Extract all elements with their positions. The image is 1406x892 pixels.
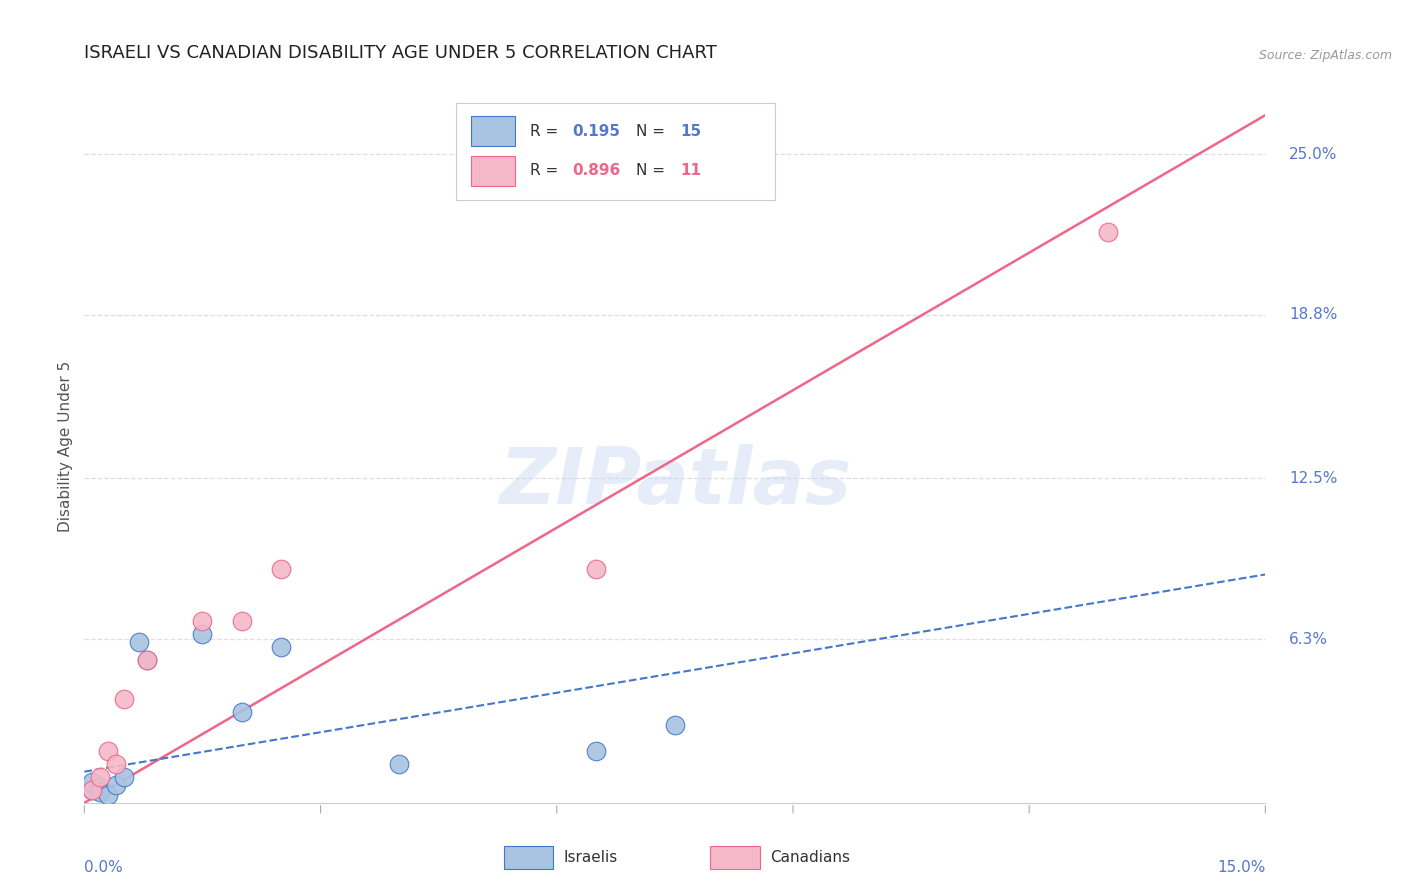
Text: Canadians: Canadians: [770, 850, 851, 865]
Point: [97, 744, 120, 758]
Point: [89, 785, 111, 799]
Point: [104, 778, 127, 792]
Point: [136, 653, 159, 667]
Point: [89, 770, 111, 784]
Text: N =: N =: [636, 124, 669, 139]
Point: [89, 780, 111, 795]
FancyBboxPatch shape: [457, 103, 775, 200]
Point: [97, 788, 120, 802]
Y-axis label: Disability Age Under 5: Disability Age Under 5: [58, 360, 73, 532]
Text: ISRAELI VS CANADIAN DISABILITY AGE UNDER 5 CORRELATION CHART: ISRAELI VS CANADIAN DISABILITY AGE UNDER…: [84, 45, 717, 62]
Point: [128, 635, 150, 649]
Text: 6.3%: 6.3%: [1289, 632, 1329, 647]
Point: [82, 775, 104, 789]
Text: R =: R =: [530, 163, 562, 178]
Point: [82, 782, 104, 797]
Point: [585, 562, 607, 576]
Text: 25.0%: 25.0%: [1289, 146, 1337, 161]
Text: 15: 15: [681, 124, 702, 139]
Point: [112, 692, 135, 706]
Point: [664, 718, 686, 732]
Point: [112, 770, 135, 784]
Point: [231, 705, 253, 719]
Text: ZIPatlas: ZIPatlas: [499, 443, 851, 520]
Point: [270, 562, 292, 576]
FancyBboxPatch shape: [503, 847, 553, 869]
Text: N =: N =: [636, 163, 669, 178]
Text: 12.5%: 12.5%: [1289, 471, 1337, 486]
Point: [191, 614, 214, 628]
Point: [1097, 225, 1119, 239]
Point: [136, 653, 159, 667]
Point: [270, 640, 292, 654]
Point: [82, 782, 104, 797]
FancyBboxPatch shape: [471, 116, 516, 146]
Text: Source: ZipAtlas.com: Source: ZipAtlas.com: [1258, 49, 1392, 62]
Point: [231, 614, 253, 628]
Point: [585, 744, 607, 758]
Point: [388, 756, 411, 771]
FancyBboxPatch shape: [710, 847, 759, 869]
Text: 0.0%: 0.0%: [84, 860, 124, 875]
Text: 11: 11: [681, 163, 702, 178]
Text: 18.8%: 18.8%: [1289, 308, 1337, 322]
Text: Israelis: Israelis: [564, 850, 619, 865]
Point: [191, 627, 214, 641]
Point: [104, 756, 127, 771]
Text: 0.896: 0.896: [572, 163, 620, 178]
Text: 0.195: 0.195: [572, 124, 620, 139]
FancyBboxPatch shape: [471, 155, 516, 186]
Text: R =: R =: [530, 124, 562, 139]
Text: 15.0%: 15.0%: [1218, 860, 1265, 875]
